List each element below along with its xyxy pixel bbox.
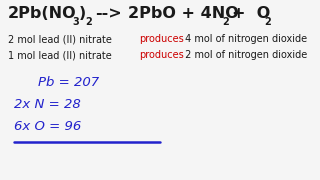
Text: 1 mol lead (II) nitrate: 1 mol lead (II) nitrate	[8, 50, 115, 60]
Text: 2: 2	[264, 17, 271, 27]
Text: 2: 2	[222, 17, 229, 27]
Text: produces: produces	[139, 34, 184, 44]
Text: 2 mol of nitrogen dioxide: 2 mol of nitrogen dioxide	[182, 50, 307, 60]
Text: 2Pb(NO: 2Pb(NO	[8, 6, 76, 21]
Text: 2x N = 28: 2x N = 28	[14, 98, 81, 111]
Text: 4 mol of nitrogen dioxide: 4 mol of nitrogen dioxide	[182, 34, 307, 44]
Text: 2: 2	[85, 17, 92, 27]
Text: Pb = 207: Pb = 207	[38, 76, 99, 89]
Text: 2PbO + 4NO: 2PbO + 4NO	[128, 6, 239, 21]
Text: +  O: + O	[232, 6, 270, 21]
Text: 3: 3	[72, 17, 79, 27]
Text: produces: produces	[139, 50, 184, 60]
Text: -->: -->	[95, 6, 122, 21]
Text: 6x O = 96: 6x O = 96	[14, 120, 81, 133]
Text: ): )	[79, 6, 86, 21]
Text: 2 mol lead (II) nitrate: 2 mol lead (II) nitrate	[8, 34, 115, 44]
